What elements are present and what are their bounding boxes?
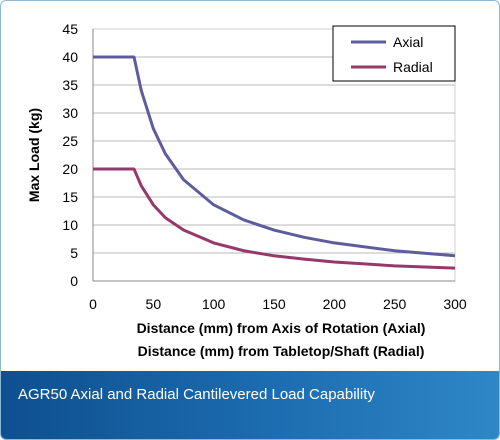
- caption-text: AGR50 Axial and Radial Cantilevered Load…: [18, 386, 375, 403]
- y-tick-label: 10: [62, 217, 78, 233]
- x-tick-label: 200: [323, 296, 347, 312]
- series-line-axial: [93, 55, 456, 258]
- series-line-radial: [93, 167, 456, 270]
- tick-labels: 0 5 10 15 20 25 30 35 40 45 0 50 100 150 200 250 300: [62, 21, 466, 312]
- y-tick-label: 5: [70, 245, 78, 261]
- load-chart: 0 5 10 15 20 25 30 35 40 45 0 50 100 150 200 250 300 Max…: [26, 21, 467, 359]
- x-tick-label: 300: [443, 296, 467, 312]
- legend-label-radial: Radial: [393, 59, 433, 75]
- x-axis-label-line-1: Distance (mm) from Axis of Rotation (Axi…: [137, 320, 426, 336]
- x-tick-label: 100: [202, 296, 226, 312]
- x-tick-label: 150: [262, 296, 286, 312]
- y-tick-label: 25: [62, 133, 78, 149]
- y-tick-label: 40: [62, 49, 78, 65]
- y-axis-label: Max Load (kg): [26, 108, 42, 202]
- y-tick-label: 20: [62, 161, 78, 177]
- y-tick-label: 15: [62, 189, 78, 205]
- y-tick-label: 35: [62, 77, 78, 93]
- y-tick-label: 0: [70, 273, 78, 289]
- x-axis-label-line-2: Distance (mm) from Tabletop/Shaft (Radia…: [138, 343, 425, 359]
- legend: Axial Radial: [332, 25, 456, 82]
- x-tick-label: 50: [146, 296, 162, 312]
- x-tick-label: 250: [383, 296, 407, 312]
- series-lines: [93, 55, 456, 270]
- legend-box: [332, 25, 456, 82]
- legend-label-axial: Axial: [393, 34, 423, 50]
- x-tick-label: 0: [89, 296, 97, 312]
- y-tick-label: 30: [62, 105, 78, 121]
- y-tick-label: 45: [62, 21, 78, 37]
- caption-bar: AGR50 Axial and Radial Cantilevered Load…: [1, 371, 499, 439]
